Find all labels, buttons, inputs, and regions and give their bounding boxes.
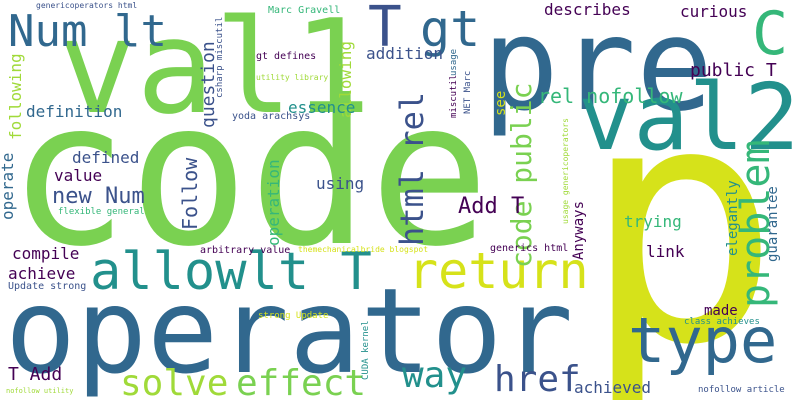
word-t-add: T Add bbox=[8, 366, 62, 384]
word-num-lt: Num lt bbox=[8, 10, 167, 54]
word-describes: describes bbox=[544, 2, 631, 18]
word-made: made bbox=[704, 304, 738, 318]
word-genericoperators-html: genericoperators html bbox=[36, 2, 137, 10]
word-solve: solve bbox=[120, 366, 228, 400]
word-arbitrary-value: arbitrary value bbox=[200, 246, 290, 256]
word-yoda-arachsys: yoda arachsys bbox=[232, 112, 310, 122]
word-strong-update: strong Update bbox=[258, 312, 328, 321]
word-effect: effect bbox=[236, 366, 366, 400]
word-utility-library: utility library bbox=[256, 74, 328, 82]
word-value: value bbox=[54, 168, 102, 184]
word-addition: addition bbox=[366, 46, 443, 62]
word-href: href bbox=[494, 362, 581, 398]
word-follow: Follow bbox=[180, 158, 200, 230]
word-achieve: achieve bbox=[8, 266, 75, 282]
word-cuda-kernel: CUDA kernel bbox=[362, 320, 371, 380]
word-code-public: code public bbox=[508, 83, 536, 268]
word-definition: definition bbox=[26, 104, 122, 120]
word-usage: usage bbox=[450, 49, 459, 76]
word-flexible-general: flexible general bbox=[58, 208, 145, 217]
word-see: see bbox=[494, 91, 508, 116]
word-nofollow-utility: nofollow utility bbox=[6, 388, 73, 395]
word-public-t: public T bbox=[690, 62, 777, 80]
word-rel-nofollow: rel nofollow bbox=[538, 86, 683, 106]
word-net-marc: NET Marc bbox=[464, 71, 473, 114]
word-html-rel: html rel bbox=[396, 92, 428, 246]
word-anyways: Anyways bbox=[572, 201, 586, 260]
word-new-num: new Num bbox=[52, 186, 145, 208]
word-achieved: achieved bbox=[574, 380, 651, 396]
word-curious: curious bbox=[680, 4, 747, 20]
word-elegantly: elegantly bbox=[726, 180, 740, 256]
word-using: using bbox=[316, 176, 364, 192]
word-marc-gravell: Marc Gravell bbox=[268, 6, 340, 16]
word-guarantee: guarantee bbox=[766, 186, 780, 262]
word-operate: operate bbox=[0, 153, 16, 220]
word-c: C bbox=[752, 4, 788, 64]
word-nofollow-article: nofollow article bbox=[698, 386, 785, 395]
word-way: way bbox=[402, 358, 467, 394]
word-link: link bbox=[646, 244, 685, 260]
word-operation: operation bbox=[266, 159, 282, 246]
word-csharp-miscutil: csharp miscutil bbox=[216, 17, 225, 98]
word-defined: defined bbox=[72, 150, 139, 166]
word-update-strong: Update strong bbox=[8, 282, 86, 292]
word-miscutil: miscutil bbox=[450, 75, 459, 118]
word-generics-html: generics html bbox=[490, 244, 568, 254]
word-trying: trying bbox=[624, 214, 682, 230]
word-themechanicalbride-blogspot: themechanicalbride blogspot bbox=[298, 246, 428, 254]
word-class-achieves: class achieves bbox=[684, 318, 760, 327]
word-add-t: Add T bbox=[458, 196, 524, 218]
word-gt-defines: gt defines bbox=[256, 52, 316, 62]
word-compile: compile bbox=[12, 246, 79, 262]
word-following: following bbox=[8, 53, 24, 140]
word-usage-genericoperators: usage genericoperators bbox=[562, 118, 570, 224]
